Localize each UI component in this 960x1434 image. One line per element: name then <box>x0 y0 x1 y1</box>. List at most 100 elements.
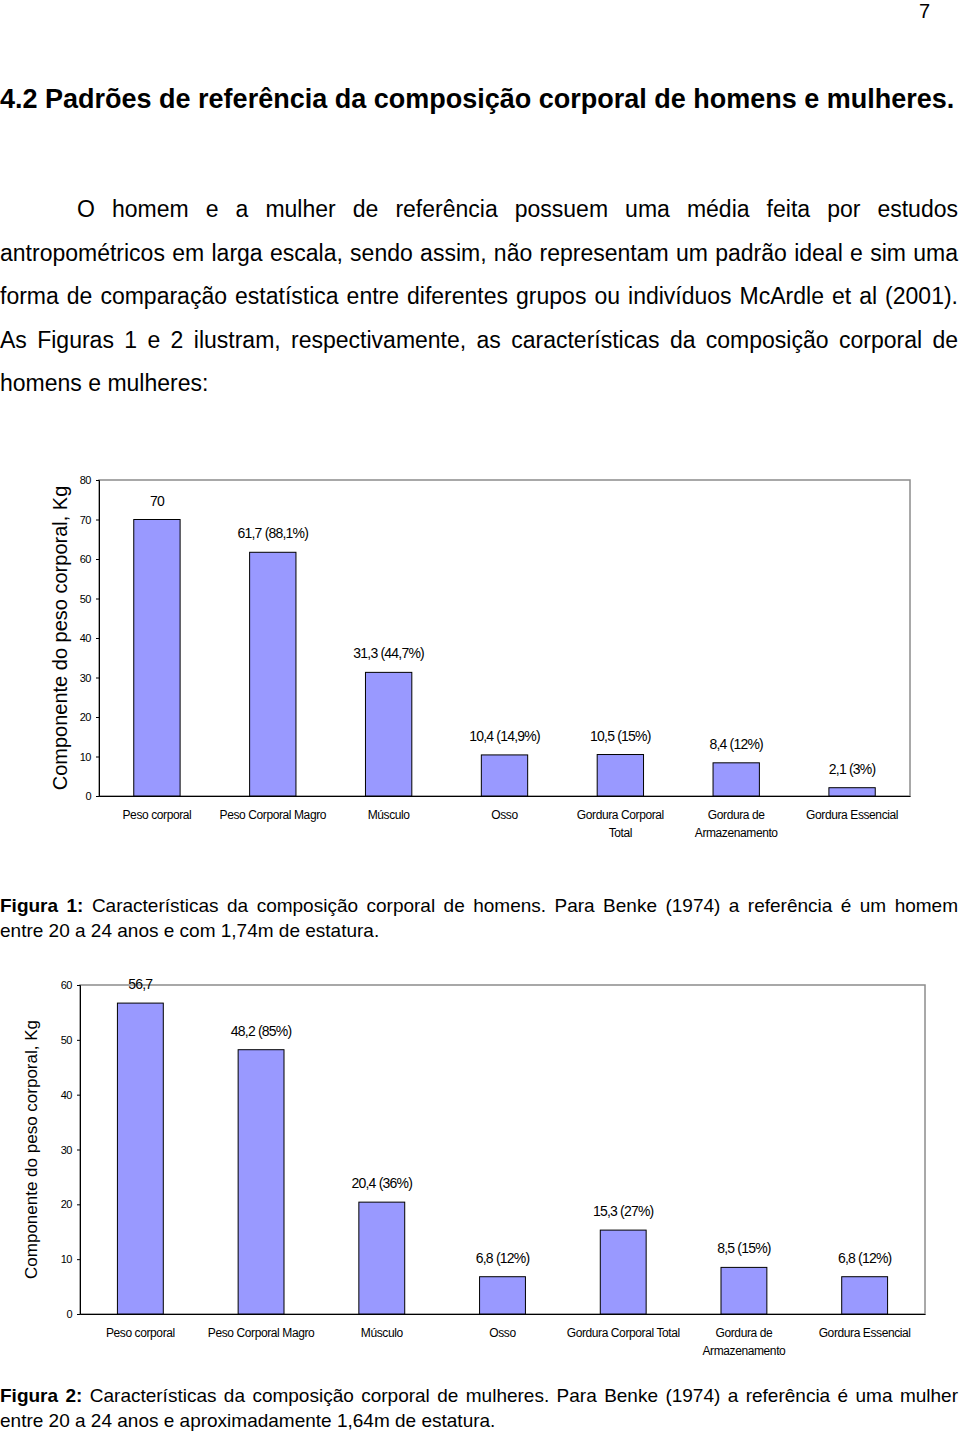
caption-text: Características da composição corporal d… <box>0 895 958 941</box>
y-tick: 20 <box>61 1198 80 1210</box>
tick-label: 70 <box>80 514 92 526</box>
tick-label: Peso Corporal Magro <box>220 808 327 822</box>
bar <box>365 672 411 796</box>
caption-text: Características da composição corporal d… <box>0 1385 958 1431</box>
tick-mark <box>96 796 99 797</box>
data-labels: 56,7 48,2 (85%) 20,4 (36%) 6,8 (12%) 15,3 (2… <box>128 976 891 1266</box>
y-tick: 50 <box>80 593 99 605</box>
y-axis: 0102030405060 <box>61 979 81 1320</box>
bar <box>597 755 643 796</box>
plot-frame <box>80 985 925 1314</box>
data-label: 2,1 (3%) <box>829 761 876 777</box>
tick-label: 50 <box>61 1034 73 1046</box>
data-label: 8,4 (12%) <box>709 736 763 752</box>
tick-label: Osso <box>491 808 518 822</box>
y-tick: 70 <box>80 514 99 526</box>
tick-label: Peso corporal <box>123 808 192 822</box>
y-axis-title: Componente do peso corporal, Kg <box>22 1020 41 1279</box>
tick-label: Gordura Corporal Total <box>567 1326 680 1340</box>
tick-label: 30 <box>61 1144 73 1156</box>
bar <box>250 552 296 796</box>
tick-label: Gordura deArmazenamento <box>703 1326 787 1358</box>
bar <box>829 788 875 796</box>
bars <box>134 520 875 797</box>
y-tick: 0 <box>66 1308 80 1320</box>
y-tick: 10 <box>80 751 99 763</box>
data-label: 48,2 (85%) <box>231 1023 292 1039</box>
data-label: 6,8 (12%) <box>476 1250 530 1266</box>
bars <box>117 1003 887 1314</box>
tick-label: 40 <box>80 632 92 644</box>
y-tick: 0 <box>85 790 99 802</box>
y-tick: 40 <box>61 1089 80 1101</box>
y-axis-title: Componente do peso corporal, Kg <box>49 486 71 791</box>
tick-label: 30 <box>80 672 92 684</box>
x-tick: Gordura Corporal Total <box>567 1314 680 1340</box>
x-tick: Peso Corporal Magro <box>220 796 327 822</box>
caption-label: Figura 2: <box>0 1385 82 1406</box>
bar <box>134 520 180 797</box>
data-label: 56,7 <box>128 976 153 992</box>
bar-chart: 0102030405060Peso corporalPeso Corporal … <box>0 965 960 1365</box>
tick-mark <box>96 599 99 600</box>
x-tick: Gordura deArmazenamento <box>695 796 779 840</box>
bar <box>238 1050 284 1314</box>
x-tick: Osso <box>491 796 518 822</box>
axis-line <box>77 986 81 1315</box>
tick-label: Gordura deArmazenamento <box>695 808 779 840</box>
tick-label: 10 <box>80 751 92 763</box>
tick-mark <box>96 717 99 718</box>
data-label: 31,3 (44,7%) <box>353 645 424 661</box>
data-label: 10,4 (14,9%) <box>469 728 540 744</box>
data-label: 8,5 (15%) <box>717 1240 771 1256</box>
y-tick: 20 <box>80 711 99 723</box>
tick-mark <box>77 1259 80 1260</box>
caption-label: Figura 1: <box>0 895 83 916</box>
tick-mark <box>96 520 99 521</box>
bar <box>117 1003 163 1314</box>
x-tick: Peso Corporal Magro <box>208 1314 315 1340</box>
data-label: 70 <box>150 493 165 509</box>
data-label: 20,4 (36%) <box>352 1175 413 1191</box>
y-axis: 0 10 20 30 40 50 60 70 80 <box>80 474 100 802</box>
bar <box>481 755 527 796</box>
figure-caption: Figura 2: Características da composição … <box>0 1383 958 1433</box>
tick-label: 0 <box>66 1308 72 1320</box>
y-tick: 30 <box>80 672 99 684</box>
tick-mark <box>96 678 99 679</box>
paragraph: O homem e a mulher de referência possuem… <box>0 188 958 406</box>
tick-label: Gordura Essencial <box>819 1326 911 1340</box>
x-tick: Peso corporal <box>106 1314 175 1340</box>
tick-label: Gordura CorporalTotal <box>577 808 664 840</box>
tick-label: 60 <box>61 979 73 991</box>
tick-label: 50 <box>80 593 92 605</box>
bar <box>842 1277 888 1314</box>
bar <box>359 1202 405 1314</box>
plot-frame <box>99 480 910 796</box>
x-tick: Gordura Essencial <box>806 796 898 822</box>
x-tick: Músculo <box>361 1314 404 1340</box>
x-tick: Músculo <box>368 796 411 822</box>
data-labels: 7061,7 (88,1%)31,3 (44,7%)10,4 (14,9%)10… <box>150 493 876 777</box>
data-label: 10,5 (15%) <box>590 728 651 744</box>
tick-mark <box>77 1204 80 1205</box>
tick-label: 60 <box>80 553 92 565</box>
tick-label: 40 <box>61 1089 73 1101</box>
bar <box>721 1267 767 1314</box>
x-tick: Gordura deArmazenamento <box>703 1314 787 1358</box>
x-tick: Gordura Essencial <box>819 1314 911 1340</box>
axis-line <box>100 796 911 797</box>
tick-mark <box>77 1040 80 1041</box>
tick-mark <box>77 1314 80 1315</box>
x-tick: Osso <box>489 1314 516 1340</box>
bar <box>600 1230 646 1314</box>
y-tick: 80 <box>80 474 99 486</box>
page-number: 7 <box>900 0 930 23</box>
data-label: 15,3 (27%) <box>593 1203 654 1219</box>
tick-label: Osso <box>489 1326 516 1340</box>
tick-mark <box>77 1095 80 1096</box>
x-axis: Peso corporal Peso Corporal Magro Músculo O… <box>81 1314 926 1358</box>
data-label: 6,8 (12%) <box>838 1250 892 1266</box>
tick-mark <box>96 559 99 560</box>
tick-label: 20 <box>61 1198 73 1210</box>
